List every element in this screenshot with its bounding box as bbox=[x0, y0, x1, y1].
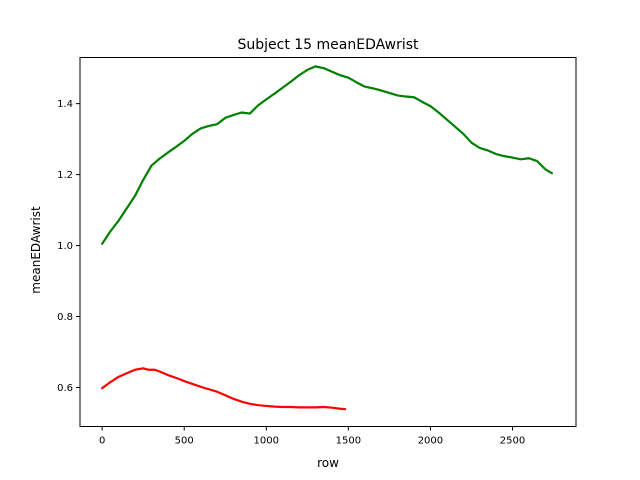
x-axis-label: row bbox=[317, 456, 339, 470]
y-tick-label: 1.2 bbox=[57, 170, 73, 181]
x-tick-label: 0 bbox=[99, 436, 105, 447]
chart-title: Subject 15 meanEDAwrist bbox=[237, 37, 419, 53]
x-tick-label: 500 bbox=[175, 436, 194, 447]
ticks-layer: 0 500 1000 1500 2000 2500 0.6 0.8 1.0 1.2 1.4 bbox=[57, 99, 525, 446]
plot-frame bbox=[79, 57, 577, 427]
y-tick-label: 1.0 bbox=[57, 241, 73, 252]
series-layer bbox=[101, 65, 553, 411]
x-tick-label: 1500 bbox=[336, 436, 361, 447]
series-line-2 bbox=[101, 367, 347, 411]
x-tick-label: 1000 bbox=[254, 436, 279, 447]
x-tick-label: 2500 bbox=[500, 436, 525, 447]
y-tick-label: 0.8 bbox=[57, 312, 73, 323]
x-tick-label: 2000 bbox=[418, 436, 443, 447]
y-axis-label: meanEDAwrist bbox=[29, 206, 43, 294]
y-tick-label: 0.6 bbox=[57, 383, 73, 394]
series-line-1 bbox=[101, 65, 553, 245]
y-tick-label: 1.4 bbox=[57, 99, 73, 110]
